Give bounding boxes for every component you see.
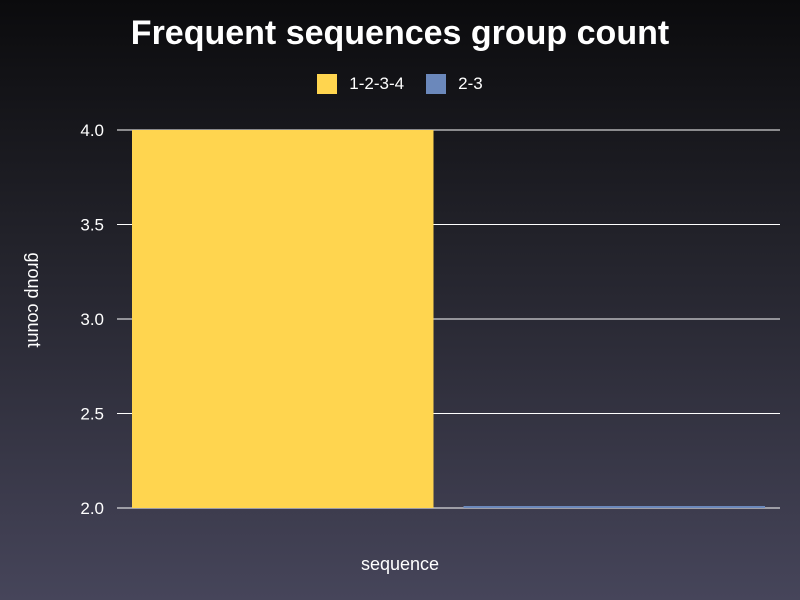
legend-item-series-2[interactable]: 2-3	[426, 74, 483, 94]
bar-1-2-3-4[interactable]	[132, 130, 434, 508]
legend-label-series-1: 1-2-3-4	[349, 74, 405, 93]
chart-legend: 1-2-3-4 2-3	[0, 74, 800, 94]
chart-title: Frequent sequences group count	[130, 14, 670, 52]
y-axis-title: group count	[24, 252, 44, 347]
bar-2-3[interactable]	[463, 506, 766, 508]
y-tick-label: 2.5	[80, 405, 104, 424]
y-tick-label: 3.5	[80, 216, 104, 235]
legend-item-series-1[interactable]: 1-2-3-4	[317, 74, 404, 94]
y-tick-label: 3.0	[80, 310, 104, 329]
legend-swatch-series-2	[426, 74, 447, 94]
y-tick-label: 2.0	[80, 499, 104, 518]
y-axis-ticks: 4.0 3.5 3.0 2.5 2.0	[80, 121, 104, 518]
y-tick-label: 4.0	[80, 121, 104, 140]
legend-label-series-2: 2-3	[458, 74, 483, 93]
x-axis-title: sequence	[361, 554, 439, 574]
legend-swatch-series-1	[317, 74, 338, 94]
bars	[132, 130, 765, 508]
